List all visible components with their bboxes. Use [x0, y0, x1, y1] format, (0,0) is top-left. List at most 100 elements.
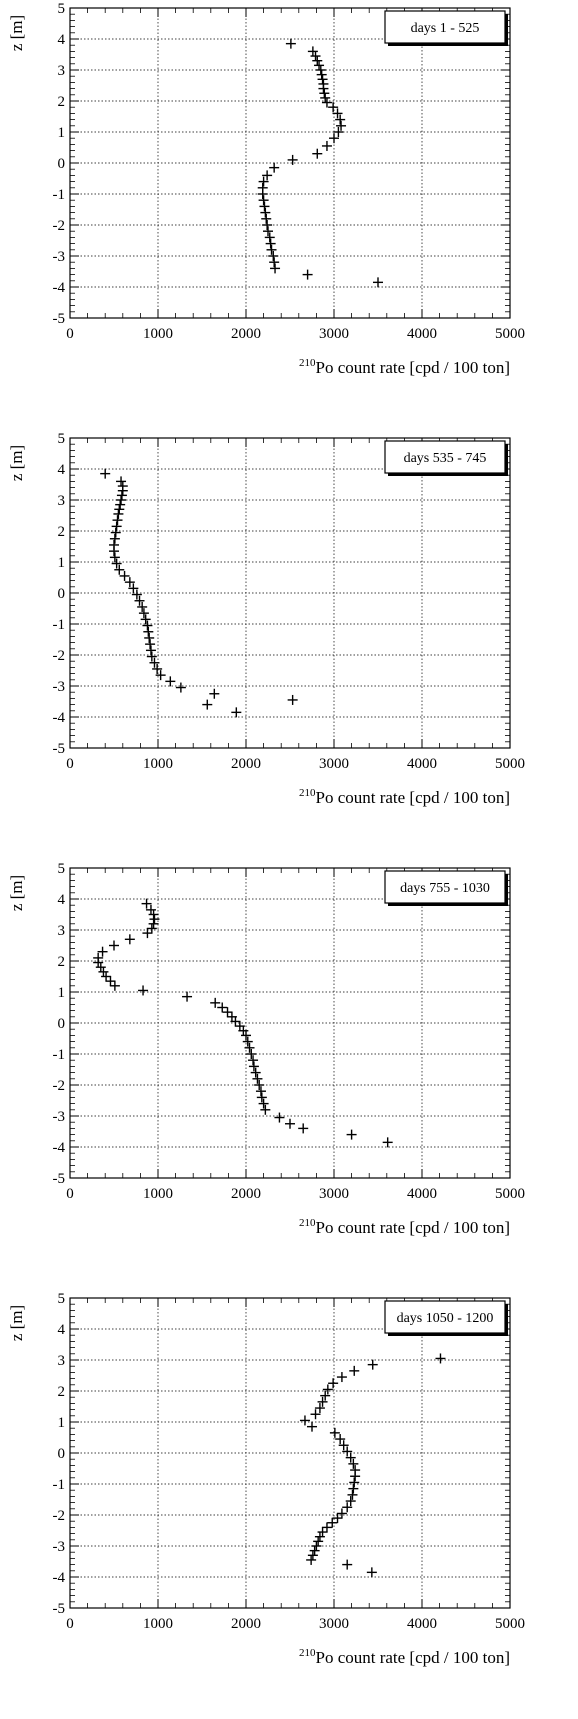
y-tick-label: 2	[58, 954, 66, 970]
data-point	[349, 1477, 360, 1488]
y-tick-label: 3	[58, 63, 66, 79]
data-point	[274, 1112, 285, 1123]
data-point	[350, 1471, 361, 1482]
data-point	[287, 694, 298, 705]
data-point	[222, 1007, 233, 1018]
y-tick-label: -4	[53, 1570, 66, 1586]
data-point	[317, 1396, 328, 1407]
x-tick-label: 1000	[143, 1186, 173, 1202]
data-point	[265, 238, 276, 249]
y-tick-label: -4	[53, 280, 66, 296]
data-point	[335, 1434, 346, 1445]
data-point	[299, 1415, 310, 1426]
data-point	[336, 1508, 347, 1519]
data-point	[141, 898, 152, 909]
y-tick-label: -2	[53, 218, 66, 234]
x-tick-label: 2000	[231, 1616, 261, 1632]
data-point	[262, 220, 273, 230]
data-point	[260, 1104, 271, 1115]
data-point	[313, 1536, 324, 1547]
data-point	[116, 476, 127, 487]
x-tick-label: 0	[66, 756, 74, 772]
data-point	[258, 195, 269, 206]
y-tick-label: 3	[58, 1353, 66, 1369]
data-point	[144, 632, 155, 643]
legend-label: days 1050 - 1200	[397, 1311, 494, 1326]
chart-panel-2: 0 1000 2000 3000 4000 5000 -5 -4 -3 -2 -1 0 1 2 3 4 5 day…	[7, 431, 525, 807]
y-tick-label: -1	[53, 1477, 66, 1493]
x-tick-label: 0	[66, 326, 74, 342]
x-tick-label: 3000	[319, 1616, 349, 1632]
data-series	[100, 468, 298, 718]
data-point	[336, 120, 347, 131]
plot-area	[70, 868, 510, 1178]
x-axis-title-text: Po count rate [cpd / 100 ton]	[315, 1218, 510, 1237]
data-point	[97, 946, 108, 957]
data-point	[314, 60, 325, 71]
y-tick-label: -2	[53, 1508, 66, 1524]
legend-label: days 755 - 1030	[400, 881, 490, 896]
data-point	[100, 468, 111, 479]
data-point	[342, 1502, 353, 1513]
x-tick-label: 4000	[407, 326, 437, 342]
legend-box	[384, 440, 506, 474]
x-axis-title: 210Po count rate [cpd / 100 ton]	[299, 1647, 510, 1667]
data-point	[298, 1123, 309, 1134]
x-tick-label: 1000	[143, 326, 173, 342]
data-point	[109, 533, 120, 544]
x-tick-label: 5000	[495, 326, 525, 342]
y-tick-label: 1	[58, 555, 66, 571]
data-point	[264, 232, 275, 243]
x-tick-label: 5000	[495, 1616, 525, 1632]
data-point	[321, 97, 332, 108]
y-tick-label: 4	[58, 462, 66, 478]
data-point	[109, 940, 119, 951]
y-tick-label: 1	[58, 125, 66, 141]
data-point	[307, 1550, 318, 1561]
x-axis-title-text: Po count rate [cpd / 100 ton]	[315, 358, 510, 377]
data-point	[142, 620, 153, 631]
data-point	[210, 997, 221, 1008]
y-tick-label: -5	[53, 1171, 66, 1187]
data-point	[342, 1559, 353, 1570]
data-series	[299, 1353, 446, 1578]
y-tick-label: 3	[58, 923, 66, 939]
data-point	[124, 934, 135, 945]
data-point	[270, 263, 281, 274]
data-point	[110, 527, 121, 538]
x-axis-title: 210Po count rate [cpd / 100 ton]	[299, 1217, 510, 1237]
data-point	[148, 909, 159, 920]
data-point	[175, 682, 186, 693]
data-point	[146, 923, 157, 934]
data-point	[302, 269, 313, 280]
data-point	[146, 651, 157, 662]
data-point	[119, 570, 130, 581]
data-point	[347, 1489, 358, 1500]
data-point	[320, 92, 331, 103]
data-point	[115, 499, 126, 510]
legend-box	[384, 1300, 506, 1334]
grid	[70, 1298, 510, 1608]
y-tick-label: -3	[53, 1109, 66, 1125]
data-point	[307, 1421, 317, 1432]
data-point	[255, 1086, 266, 1097]
data-point	[335, 114, 346, 125]
data-point	[248, 1055, 259, 1066]
data-point	[152, 663, 163, 674]
y-axis-title: z [m]	[7, 445, 26, 481]
data-point	[113, 508, 124, 519]
data-point	[382, 1137, 393, 1148]
data-point	[142, 928, 153, 939]
data-point	[268, 251, 279, 261]
data-point	[342, 1446, 353, 1457]
data-point	[329, 1427, 340, 1438]
x-axis-title: 210Po count rate [cpd / 100 ton]	[299, 357, 510, 377]
data-point	[269, 257, 280, 268]
data-point	[254, 1080, 265, 1090]
legend-box	[384, 870, 506, 904]
data-point	[269, 162, 280, 173]
plot-frame	[69, 1297, 511, 1609]
y-tick-label: -5	[53, 741, 66, 757]
data-point	[256, 1092, 267, 1103]
